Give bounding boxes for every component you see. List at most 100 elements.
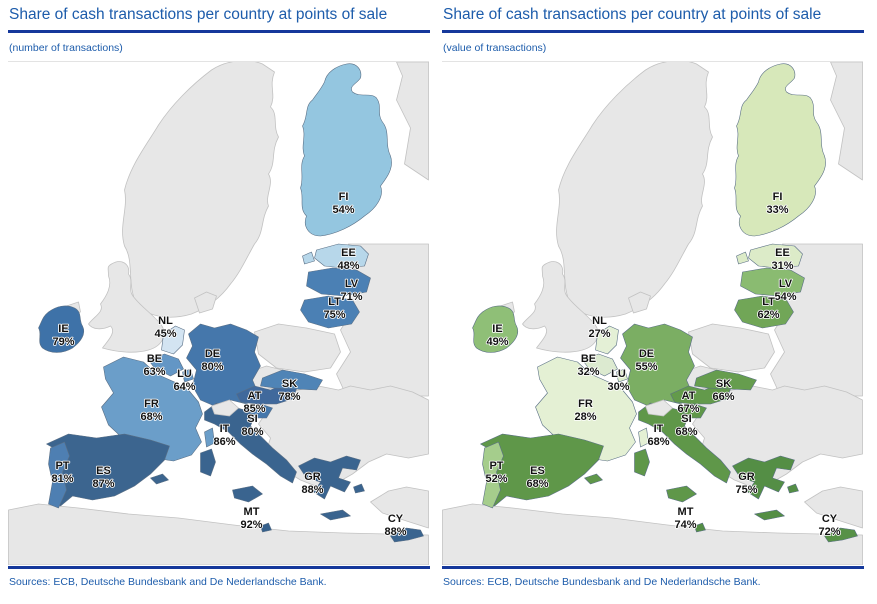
country-MT [694, 522, 706, 533]
country-label-FR: FR [578, 398, 593, 410]
country-label-PT: PT [55, 460, 69, 472]
country-value-CY: 72% [818, 526, 840, 538]
country-IT [666, 485, 697, 503]
country-label-IT: IT [654, 423, 664, 435]
country-EE [748, 243, 803, 269]
country-label-NL: NL [158, 315, 173, 327]
country-IE [472, 305, 519, 353]
country-PT [482, 441, 504, 509]
country-label-SK: SK [716, 378, 731, 390]
country-value-LV: 71% [340, 291, 362, 303]
country-IT [634, 448, 650, 477]
country-value-DE: 55% [635, 361, 657, 373]
country-label-DE: DE [639, 348, 654, 360]
country-label-ES: ES [530, 465, 545, 477]
country-label-ES: ES [96, 465, 111, 477]
land-great-britain [88, 261, 165, 353]
country-value-FI: 54% [332, 204, 354, 216]
country-label-EE: EE [775, 247, 790, 259]
country-label-AT: AT [248, 390, 262, 402]
land-north-russia [830, 61, 863, 181]
country-label-PT: PT [489, 460, 503, 472]
panel-number-of-transactions: Share of cash transactions per country a… [8, 3, 430, 588]
map-container-number: FI 54% EE 48% LV 71% LT 75% IE 79% NL 45% BE 63% LU 64%… [8, 60, 429, 566]
country-value-PT: 81% [51, 473, 73, 485]
country-value-LT: 62% [757, 309, 779, 321]
country-EE [302, 251, 315, 265]
panel-subtitle: (value of transactions) [443, 42, 547, 54]
panel-subtitle: (number of transactions) [9, 42, 123, 54]
country-SK [260, 369, 323, 391]
land-scandinavia [556, 60, 713, 318]
country-label-IE: IE [58, 323, 68, 335]
country-label-LV: LV [779, 278, 793, 290]
country-label-NL: NL [592, 315, 607, 327]
footer-rule [442, 566, 864, 569]
country-label-LU: LU [611, 368, 626, 380]
country-label-DE: DE [205, 348, 220, 360]
country-label-SK: SK [282, 378, 297, 390]
country-PT [48, 441, 70, 509]
country-EE [314, 243, 369, 269]
country-FR [204, 427, 215, 448]
country-value-LT: 75% [323, 309, 345, 321]
country-value-FI: 33% [766, 204, 788, 216]
land-poland [254, 323, 341, 373]
land-denmark [628, 291, 651, 314]
country-label-EE: EE [341, 247, 356, 259]
country-label-BE: BE [581, 353, 596, 365]
country-value-ES: 68% [526, 478, 548, 490]
country-value-BE: 63% [143, 366, 165, 378]
country-value-LU: 64% [173, 381, 195, 393]
country-MT [260, 522, 272, 533]
country-value-LV: 54% [774, 291, 796, 303]
title-rule [8, 30, 430, 33]
country-label-LT: LT [328, 296, 341, 308]
country-GR [732, 455, 795, 500]
country-GR [754, 509, 785, 521]
country-AT [670, 383, 731, 405]
source-note: Sources: ECB, Deutsche Bundesbank and De… [443, 576, 761, 588]
page: Share of cash transactions per country a… [8, 3, 864, 588]
country-label-MT: MT [244, 506, 260, 518]
country-GR [353, 483, 365, 494]
country-BE [582, 353, 618, 377]
land-turkey [370, 486, 429, 529]
country-value-SK: 66% [712, 391, 734, 403]
country-SK [694, 369, 757, 391]
country-IT [232, 485, 263, 503]
country-CY [390, 527, 424, 543]
country-value-NL: 27% [588, 328, 610, 340]
country-ES [584, 473, 603, 485]
land-switzerland [211, 399, 239, 417]
country-value-EE: 31% [771, 260, 793, 272]
country-value-NL: 45% [154, 328, 176, 340]
land-great-britain [522, 261, 599, 353]
map-container-value: FI 33% EE 31% LV 54% LT 62% IE 49% NL 27% BE 32% LU 30%… [442, 60, 863, 566]
land-switzerland [645, 399, 673, 417]
land-scandinavia [122, 60, 279, 318]
country-EE [736, 251, 749, 265]
country-value-GR: 88% [301, 484, 323, 496]
land-denmark [194, 291, 217, 314]
land-poland [688, 323, 775, 373]
country-AT [236, 383, 297, 405]
country-label-LT: LT [762, 296, 775, 308]
country-IT [200, 448, 216, 477]
country-IT [204, 402, 297, 484]
country-LV [306, 267, 371, 297]
country-FI [300, 63, 392, 237]
source-note: Sources: ECB, Deutsche Bundesbank and De… [9, 576, 327, 588]
country-value-PT: 52% [485, 473, 507, 485]
country-label-SI: SI [247, 413, 257, 425]
country-GR [787, 483, 799, 494]
country-IT [638, 402, 731, 484]
country-label-SI: SI [681, 413, 691, 425]
country-LU [182, 368, 194, 383]
country-value-SI: 68% [675, 426, 697, 438]
country-NL [595, 325, 619, 355]
country-CY [824, 527, 858, 543]
country-label-CY: CY [388, 513, 404, 525]
country-value-ES: 87% [92, 478, 114, 490]
